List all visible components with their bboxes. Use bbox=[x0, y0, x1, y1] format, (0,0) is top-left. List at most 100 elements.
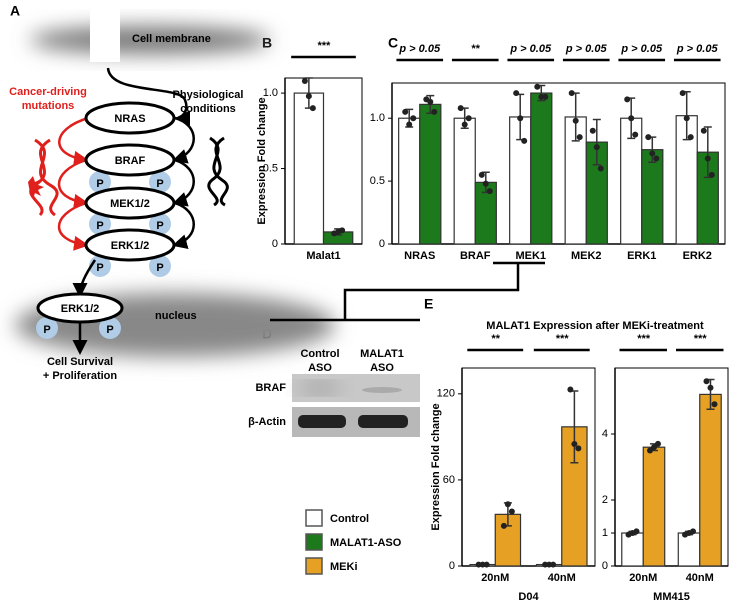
y-tick-label: 1 bbox=[602, 527, 608, 539]
plot-frame bbox=[461, 367, 596, 567]
significance-label: *** bbox=[693, 333, 707, 345]
phospho-circle bbox=[149, 213, 171, 235]
panel-label: A bbox=[10, 3, 20, 19]
data-point bbox=[624, 96, 631, 103]
kinase-label: ERK1/2 bbox=[111, 240, 150, 252]
receptor-box bbox=[90, 0, 120, 62]
data-point bbox=[305, 93, 312, 100]
data-point bbox=[687, 134, 694, 141]
data-point bbox=[309, 105, 316, 112]
phospho-circle bbox=[99, 317, 121, 339]
data-point bbox=[483, 561, 490, 568]
bar bbox=[419, 103, 442, 245]
blot-row: BRAF bbox=[255, 382, 286, 394]
mutation-label: Cancer-driving bbox=[9, 86, 87, 98]
y-tick-label: 120 bbox=[437, 388, 455, 400]
y-tick-label: 1.0 bbox=[370, 112, 385, 124]
western-blot: Control ASO MALAT1 ASO BRAF β-Actin bbox=[248, 348, 420, 437]
y-tick-label: 0 bbox=[602, 560, 608, 572]
significance-label: p > 0.05 bbox=[398, 43, 441, 55]
phospho-label: P bbox=[106, 324, 113, 336]
membrane-label: Cell membrane bbox=[132, 33, 211, 45]
data-point bbox=[711, 401, 718, 408]
kinase-label: BRAF bbox=[115, 155, 146, 167]
data-point bbox=[461, 121, 468, 128]
data-point bbox=[406, 121, 413, 128]
bar bbox=[641, 149, 664, 245]
y-axis-label: Expression Fold change bbox=[430, 403, 442, 530]
data-point bbox=[301, 78, 308, 85]
blot-column: MALAT1 bbox=[360, 348, 404, 360]
y-tick-label: 1.0 bbox=[263, 87, 278, 99]
data-point bbox=[632, 131, 639, 138]
kinase-node bbox=[84, 143, 176, 177]
data-point bbox=[690, 528, 697, 535]
data-point bbox=[339, 227, 346, 234]
chart-title: MALAT1 Expression after MEKi-treatment bbox=[486, 320, 704, 332]
data-point bbox=[542, 93, 549, 100]
data-point bbox=[593, 144, 600, 151]
dna-icon bbox=[34, 138, 59, 217]
x-tick-label: ERK1 bbox=[627, 250, 656, 262]
blot-band bbox=[358, 415, 408, 428]
significance-label: *** bbox=[555, 333, 569, 345]
significance-label: *** bbox=[637, 333, 651, 345]
x-tick-label: MEK1 bbox=[515, 250, 546, 262]
bar bbox=[398, 117, 421, 245]
arrow bbox=[57, 158, 89, 209]
blot-row: β-Actin bbox=[248, 416, 286, 428]
kinase-node bbox=[84, 228, 176, 262]
phospho-label: P bbox=[96, 178, 103, 190]
data-point bbox=[486, 188, 493, 195]
phospho-circle bbox=[36, 317, 58, 339]
data-point bbox=[534, 83, 541, 90]
bar bbox=[453, 117, 476, 245]
y-tick-label: 0 bbox=[379, 238, 385, 250]
mutation-label: mutations bbox=[22, 100, 75, 112]
data-point bbox=[402, 108, 409, 115]
significance-label: ** bbox=[491, 333, 500, 345]
x-tick-label: 20nM bbox=[481, 572, 509, 584]
blot-column: ASO bbox=[308, 362, 332, 374]
bar bbox=[293, 92, 325, 245]
data-point bbox=[517, 115, 524, 122]
dna-icon bbox=[207, 136, 225, 207]
phospho-label: P bbox=[156, 178, 163, 190]
legend-swatch bbox=[305, 557, 323, 575]
x-axis-label: D04 bbox=[518, 591, 539, 603]
x-tick-label: MEK2 bbox=[571, 250, 602, 262]
arrow bbox=[172, 116, 195, 164]
receptor-label: RTK bbox=[94, 30, 117, 42]
bar bbox=[530, 92, 553, 245]
phospho-circle bbox=[89, 171, 111, 193]
data-point bbox=[646, 447, 653, 454]
x-tick-label: NRAS bbox=[404, 250, 435, 262]
panel-label: C bbox=[388, 35, 398, 51]
significance-label: p > 0.05 bbox=[620, 43, 663, 55]
y-tick-label: 2 bbox=[602, 494, 608, 506]
significance-label: p > 0.05 bbox=[676, 43, 719, 55]
legend-swatch bbox=[305, 533, 323, 551]
kinase-label: MEK1/2 bbox=[110, 198, 150, 210]
data-point bbox=[597, 165, 604, 172]
data-point bbox=[482, 180, 489, 187]
x-tick-label: 40nM bbox=[686, 572, 714, 584]
x-tick-label: ERK2 bbox=[683, 250, 712, 262]
data-point bbox=[410, 115, 417, 122]
phospho-label: P bbox=[156, 220, 163, 232]
arrow bbox=[57, 201, 89, 251]
data-point bbox=[572, 117, 579, 124]
significance-label: p > 0.05 bbox=[565, 43, 608, 55]
blot-column: Control bbox=[300, 348, 339, 360]
data-point bbox=[513, 90, 520, 97]
x-tick-label: 20nM bbox=[629, 572, 657, 584]
arrow bbox=[72, 259, 97, 298]
x-tick-label: 40nM bbox=[548, 572, 576, 584]
data-point bbox=[649, 150, 656, 157]
legend-label: MEKi bbox=[330, 561, 358, 573]
data-point bbox=[431, 108, 438, 115]
data-point bbox=[571, 441, 578, 448]
phospho-label: P bbox=[156, 262, 163, 274]
outcome-label: + Proliferation bbox=[43, 370, 118, 382]
